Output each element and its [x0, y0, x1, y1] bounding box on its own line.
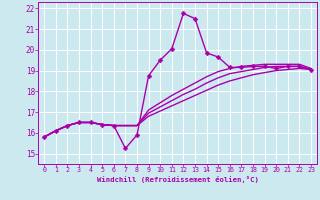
X-axis label: Windchill (Refroidissement éolien,°C): Windchill (Refroidissement éolien,°C): [97, 176, 259, 183]
